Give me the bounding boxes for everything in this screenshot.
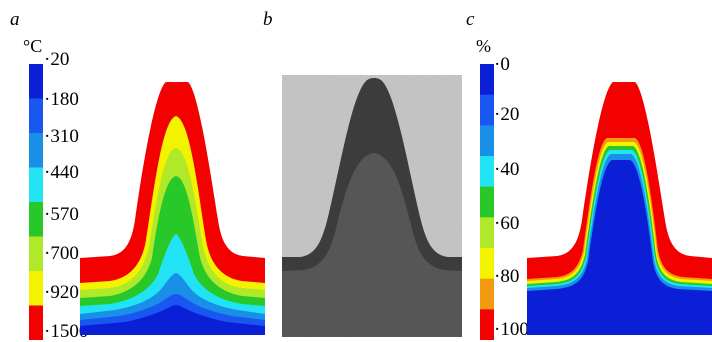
micrograph-tooth-core [282,153,462,337]
scale-tick-label: ·20 [44,49,70,70]
scale-tick-label: ·20 [494,104,520,125]
colorbar-segment [29,64,43,99]
colorbar-segment [29,98,43,134]
colorbar-segment [480,217,494,249]
temperature-field [80,82,265,335]
scale-tick-label: ·700 [44,243,79,264]
deep-blue-zone [80,305,265,335]
colorbar-segment [29,202,43,237]
scale-tick-label: ·920 [44,282,79,303]
scale-tick-label: ·310 [44,126,79,147]
scale-tick-label: ·1500 [44,321,89,342]
colorbar-segment [29,271,43,306]
panel-c-letter: c [466,9,475,30]
scale-tick-label: ·40 [494,159,520,180]
colorbar-segment [480,156,494,188]
scale-tick-label: ·80 [494,266,520,287]
micrograph [282,75,462,337]
percentage-field [527,82,712,335]
colorbar-segment [480,309,494,340]
colorbar-segment [480,64,494,96]
colorbar-segment [480,278,494,310]
scale-tick-label: ·440 [44,162,79,183]
temperature-colorbar [29,64,43,340]
scale-tick-label: ·60 [494,213,520,234]
colorbar-segment [29,305,43,340]
colorbar-segment [29,236,43,272]
scale-tick-label: ·180 [44,89,79,110]
colorbar-segment [480,94,494,126]
scale-tick-label: ·570 [44,204,79,225]
scale-tick-label: ·0 [494,54,510,75]
percentage-colorbar [480,64,494,340]
colorbar-segment [29,167,43,203]
scale-tick-label: ·100 [494,319,529,340]
panel-a-unit: °C [23,36,43,56]
colorbar-segment [29,133,43,168]
panel-b-letter: b [263,9,273,30]
colorbar-segment [480,248,494,280]
colorbar-segment [480,125,494,157]
panel-c-unit: % [476,36,491,56]
panel-a-letter: a [10,9,20,30]
colorbar-segment [480,186,494,218]
deep-blue-core [527,160,712,335]
